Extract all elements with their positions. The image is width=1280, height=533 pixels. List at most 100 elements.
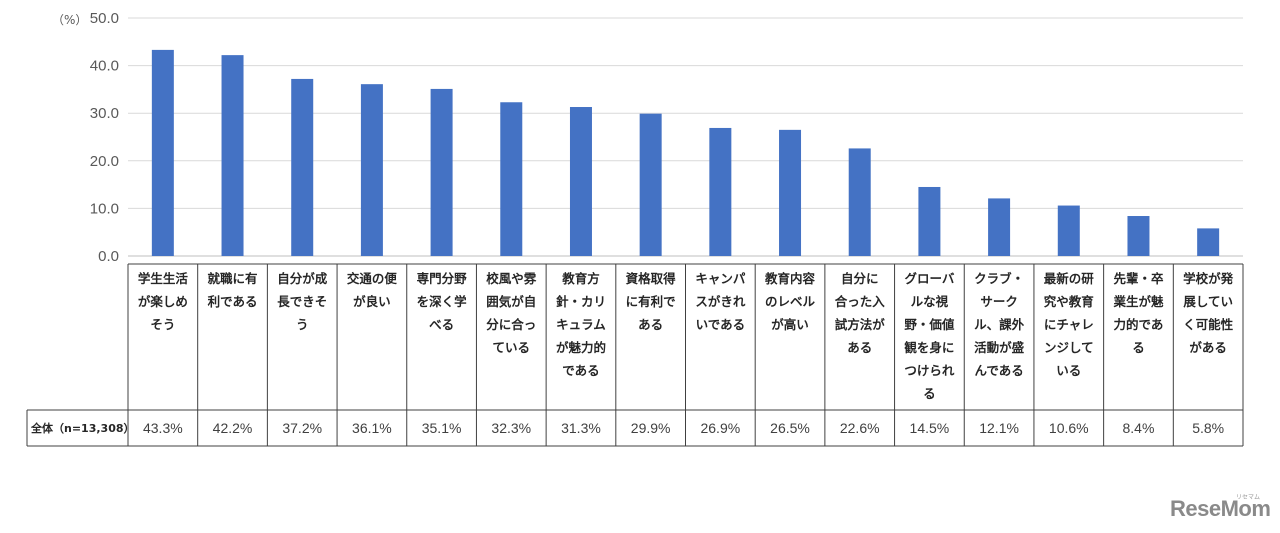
- category-label-line: が魅力的: [556, 340, 606, 355]
- y-tick-label: 10.0: [90, 200, 119, 217]
- data-value-label: 37.2%: [282, 420, 322, 436]
- bar: [1057, 205, 1080, 256]
- category-label: 専門分野を深く学べる: [417, 271, 468, 332]
- category-label-line: を深く学: [417, 294, 468, 309]
- category-label-line: 針・カリ: [556, 294, 606, 309]
- data-value-label: 26.9%: [700, 420, 740, 436]
- bar: [848, 148, 871, 256]
- category-label-line: 究や教育: [1044, 294, 1095, 309]
- category-label-line: ルな視: [911, 294, 949, 309]
- y-tick-label: 40.0: [90, 58, 119, 75]
- bar: [779, 129, 802, 256]
- bar: [639, 113, 662, 257]
- y-tick-label: 0.0: [98, 248, 119, 265]
- data-value-label: 26.5%: [770, 420, 810, 436]
- category-label: 学校が発展していく可能性がある: [1183, 271, 1234, 355]
- series-row-label: 全体（n=13,308）: [30, 421, 135, 435]
- category-label-line: 分に合っ: [486, 317, 536, 332]
- category-label-line: いる: [1056, 363, 1081, 378]
- y-tick-label: 30.0: [90, 105, 119, 122]
- category-label: クラブ・サークル、課外活動が盛んである: [974, 271, 1025, 378]
- category-label-line: 力的であ: [1114, 317, 1164, 332]
- data-value-label: 10.6%: [1049, 420, 1089, 436]
- y-axis-ticks: 0.0 10.0 20.0 30.0 40.0 50.0: [90, 10, 119, 265]
- category-label-line: 教育内容: [764, 271, 816, 286]
- category-label: キャンパスがきれいである: [695, 271, 746, 332]
- category-label: 教育内容のレベルが高い: [764, 271, 816, 332]
- category-label-line: 学生生活: [138, 271, 189, 286]
- data-value-label: 42.2%: [213, 420, 253, 436]
- category-label-line: そう: [150, 317, 175, 332]
- bar: [430, 88, 453, 256]
- category-label: 校風や雰囲気が自分に合っている: [486, 271, 537, 355]
- category-label: 資格取得に有利である: [626, 271, 677, 332]
- category-label-line: サーク: [980, 294, 1018, 309]
- bar: [709, 127, 732, 257]
- data-table: 学生生活が楽しめそう就職に有利である自分が成長できそう交通の便が良い専門分野を深…: [26, 263, 1244, 447]
- category-label: 教育方針・カリキュラムが魅力的である: [556, 271, 606, 378]
- category-label-line: が高い: [771, 317, 809, 332]
- category-label-line: 交通の便: [347, 271, 398, 286]
- category-label-line: 専門分野: [417, 271, 468, 286]
- y-tick-label: 20.0: [90, 153, 119, 170]
- category-label-line: である: [562, 363, 599, 378]
- data-value-label: 29.9%: [631, 420, 671, 436]
- category-label-line: 利である: [208, 294, 258, 309]
- category-label-line: る: [1132, 340, 1145, 355]
- bar: [360, 84, 383, 256]
- category-label: 自分に合った入試方法がある: [835, 271, 886, 355]
- category-label-line: 展してい: [1183, 294, 1233, 309]
- data-value-label: 14.5%: [910, 420, 950, 436]
- category-label-line: 先輩・卒: [1113, 271, 1164, 286]
- bar: [221, 55, 244, 257]
- category-label-line: が良い: [353, 294, 391, 309]
- bar: [151, 49, 174, 256]
- category-label-line: んである: [974, 363, 1023, 378]
- category-label-line: 校風や雰: [486, 271, 537, 286]
- category-label: 交通の便が良い: [347, 271, 398, 309]
- bar: [569, 107, 592, 257]
- bar: [1197, 228, 1220, 256]
- category-label: 自分が成長できそう: [277, 271, 328, 332]
- bars: [151, 49, 1220, 257]
- category-label-line: 試方法が: [835, 317, 886, 332]
- category-label-line: 業生が魅: [1112, 294, 1164, 309]
- category-label-line: いである: [696, 317, 746, 332]
- category-label-line: つけられ: [904, 363, 955, 378]
- gridlines: [128, 17, 1243, 257]
- category-label-line: 野・価値: [904, 317, 955, 332]
- resemom-logo: ReseMom: [1170, 496, 1271, 521]
- category-label-line: ある: [847, 340, 872, 355]
- category-label-line: キャンパ: [695, 271, 746, 286]
- category-label-line: がある: [1189, 340, 1227, 355]
- category-label: 最新の研究や教育にチャレンジしている: [1044, 271, 1095, 378]
- data-value-label: 12.1%: [979, 420, 1019, 436]
- y-tick-label: 50.0: [90, 10, 119, 27]
- category-label: 先輩・卒業生が魅力的である: [1112, 271, 1164, 355]
- data-value-label: 35.1%: [422, 420, 462, 436]
- data-value-label: 22.6%: [840, 420, 880, 436]
- data-value-label: 36.1%: [352, 420, 392, 436]
- bar: [291, 78, 314, 256]
- data-value-label: 32.3%: [491, 420, 531, 436]
- data-value-label: 43.3%: [143, 420, 183, 436]
- bar: [918, 186, 941, 256]
- category-label-line: にチャレ: [1044, 317, 1094, 332]
- category-label-line: く可能性: [1183, 317, 1234, 332]
- category-label-line: 教育方: [561, 271, 600, 286]
- category-label-line: に有利で: [626, 294, 676, 309]
- category-label-line: ある: [638, 317, 663, 332]
- category-label-line: 就職に有: [208, 271, 258, 286]
- category-label-line: 最新の研: [1044, 271, 1095, 286]
- category-label-line: 自分が成: [277, 271, 328, 286]
- category-label-line: 自分に: [841, 271, 879, 286]
- category-label-line: が楽しめ: [138, 294, 188, 309]
- data-value-label: 5.8%: [1192, 420, 1224, 436]
- category-label-line: う: [296, 317, 309, 332]
- data-value-label: 31.3%: [561, 420, 601, 436]
- category-label-line: グローバ: [904, 271, 954, 286]
- category-label-line: キュラム: [556, 317, 606, 332]
- category-label: 就職に有利である: [208, 271, 258, 309]
- category-label-line: ンジして: [1044, 340, 1094, 355]
